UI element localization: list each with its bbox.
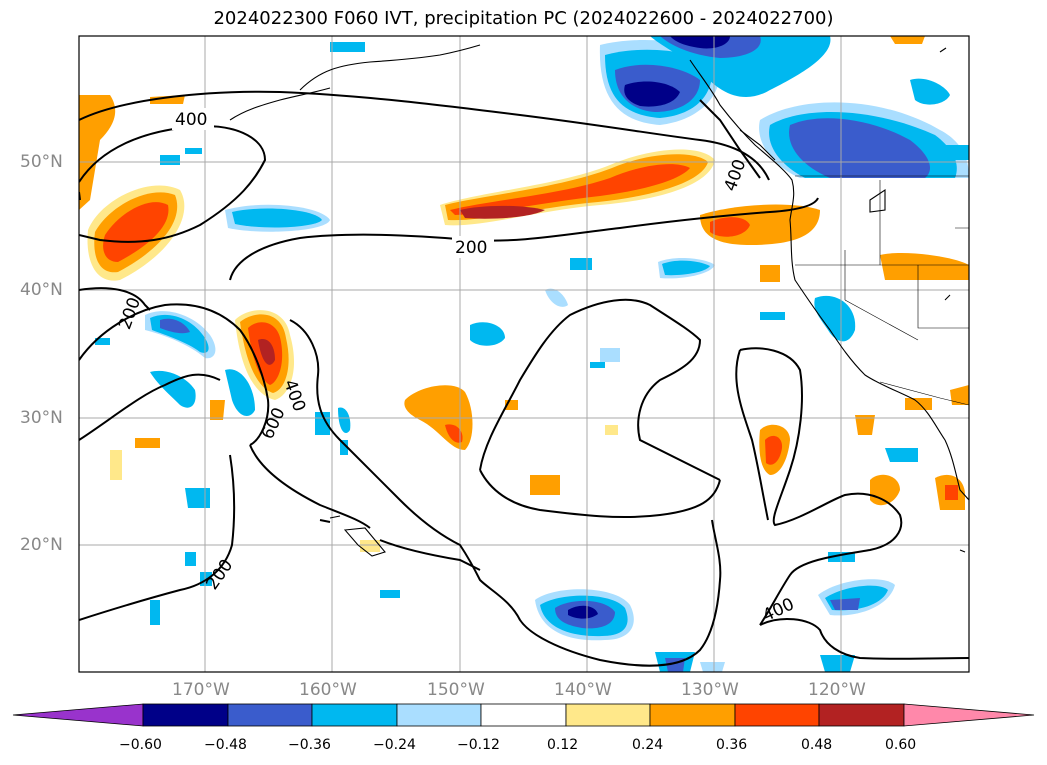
colorbar-tick: 0.48: [801, 737, 833, 753]
lon-label-170w: 170°W: [172, 680, 230, 700]
lon-label-160w: 160°W: [299, 680, 357, 700]
contour-labels: 400 200 200 400 600 400 400 200: [115, 108, 797, 626]
colorbar-tick: 0.60: [885, 737, 917, 753]
colorbar-swatch-1: [142, 703, 229, 727]
lat-label-30n: 30°N: [20, 408, 63, 428]
colorbar-tick: −0.48: [204, 737, 247, 753]
lon-label-140w: 140°W: [554, 680, 612, 700]
colorbar-swatch-2: [227, 703, 313, 727]
svg-text:200: 200: [202, 556, 237, 594]
colorbar-tick: 0.36: [716, 737, 748, 753]
colorbar: [12, 703, 1035, 727]
colorbar-swatch-3: [311, 703, 398, 727]
colorbar-tick: 0.12: [547, 737, 579, 753]
colorbar-swatch-8: [734, 703, 820, 727]
lon-label-120w: 120°W: [808, 680, 866, 700]
colorbar-swatch-0: [12, 703, 144, 727]
lon-label-130w: 130°W: [681, 680, 739, 700]
lat-label-20n: 20°N: [20, 535, 63, 555]
map-frame: [78, 35, 970, 673]
map-title: 2024022300 F060 IVT, precipitation PC (2…: [213, 8, 834, 29]
svg-text:400: 400: [175, 110, 207, 130]
svg-text:200: 200: [455, 238, 487, 258]
political-borders: [795, 175, 969, 406]
colorbar-swatch-10: [903, 703, 1035, 727]
svg-text:200: 200: [115, 295, 145, 332]
svg-text:400: 400: [760, 594, 798, 626]
svg-text:400: 400: [279, 377, 309, 414]
graticule: [79, 36, 969, 672]
colorbar-swatch-9: [818, 703, 905, 727]
colorbar-swatch-7: [649, 703, 736, 727]
lat-label-40n: 40°N: [20, 280, 63, 300]
colorbar-tick: −0.24: [373, 737, 416, 753]
colorbar-tick: −0.60: [119, 737, 162, 753]
colorbar-tick: −0.36: [288, 737, 331, 753]
colorbar-tick: 0.24: [632, 737, 664, 753]
colorbar-swatch-5: [480, 703, 567, 727]
lat-label-50n: 50°N: [20, 152, 63, 172]
lon-label-150w: 150°W: [427, 680, 485, 700]
colorbar-swatch-4: [396, 703, 482, 727]
ivt-contours: [79, 90, 969, 667]
colorbar-swatch-6: [565, 703, 651, 727]
svg-text:600: 600: [258, 405, 290, 443]
colorbar-tick: −0.12: [457, 737, 500, 753]
